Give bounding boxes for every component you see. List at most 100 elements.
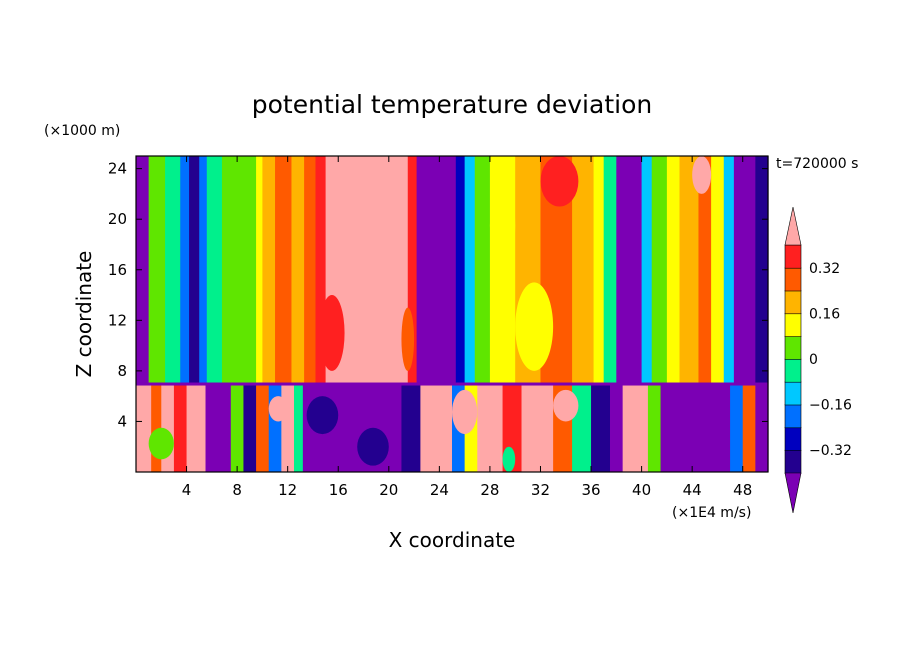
upper-band: [723, 156, 735, 384]
x-tick-label: 24: [430, 481, 449, 499]
upper-band: [593, 156, 605, 384]
y-axis-label: Z coordinate: [72, 251, 96, 378]
x-tick-label: 28: [480, 481, 499, 499]
upper-band: [291, 156, 305, 384]
x-tick-label: 8: [232, 481, 242, 499]
x-tick-label: 12: [278, 481, 297, 499]
upper-anomaly: [515, 282, 554, 371]
x-tick-label: 44: [683, 481, 702, 499]
colorbar-min-arrow: [784, 472, 802, 514]
colorbar-label: 0: [809, 352, 818, 368]
lower-anomaly: [148, 427, 174, 460]
y-tick-label: 12: [108, 311, 127, 329]
colorbar: −0.32 −0.16 0 0.16 0.32: [784, 206, 852, 514]
x-axis-label: X coordinate: [389, 528, 516, 552]
x-tick-label: 32: [531, 481, 550, 499]
lower-band: [294, 383, 304, 472]
lower-band: [647, 383, 662, 472]
upper-band: [603, 156, 617, 384]
lower-band: [136, 383, 152, 472]
lower-band: [256, 383, 270, 472]
upper-band: [136, 156, 150, 384]
colorbar-band: [784, 244, 802, 269]
upper-band: [651, 156, 668, 384]
upper-band: [262, 156, 276, 384]
lower-anomaly: [452, 389, 478, 435]
lower-band: [591, 383, 611, 472]
upper-band: [165, 156, 181, 384]
upper-band: [199, 156, 208, 384]
colorbar-band: [784, 381, 802, 406]
upper-band: [206, 156, 223, 384]
lower-band: [730, 383, 744, 472]
lower-anomaly: [357, 427, 389, 466]
upper-band: [616, 156, 643, 384]
contour-field: [136, 156, 769, 472]
colorbar-band: [784, 427, 802, 451]
upper-band: [755, 156, 769, 384]
upper-band: [679, 156, 700, 384]
lower-band: [660, 383, 731, 472]
lower-band: [243, 383, 257, 472]
lower-anomaly: [553, 389, 579, 422]
upper-anomaly: [401, 307, 415, 371]
upper-anomaly: [338, 156, 402, 296]
lower-band: [622, 383, 649, 472]
upper-band: [641, 156, 653, 384]
y-tick-label: 20: [108, 210, 127, 228]
upper-band: [464, 156, 476, 384]
upper-band: [474, 156, 491, 384]
upper-band: [666, 156, 681, 384]
upper-band: [221, 156, 257, 384]
upper-band: [180, 156, 190, 384]
lower-band: [610, 383, 624, 472]
colorbar-label: 0.32: [809, 261, 840, 277]
y-tick-label: 16: [108, 261, 127, 279]
lower-band: [420, 383, 453, 472]
lower-band: [151, 383, 162, 472]
upper-band: [733, 156, 756, 384]
y-axis: 4 8 12 16 20 24: [108, 160, 768, 430]
upper-band: [148, 156, 166, 384]
colorbar-band: [784, 290, 802, 315]
lower-band: [755, 383, 769, 472]
y-tick-label: 4: [117, 412, 127, 430]
upper-band: [256, 156, 263, 384]
upper-anomaly: [692, 156, 712, 194]
x-tick-label: 16: [329, 481, 348, 499]
upper-anomaly: [319, 295, 345, 371]
upper-anomaly: [540, 156, 579, 207]
boundary-layer-line: [136, 382, 768, 386]
lower-band: [477, 383, 504, 472]
colorbar-band: [784, 358, 802, 383]
upper-band: [572, 156, 595, 384]
x-axis-unit: (×1E4 m/s): [672, 505, 751, 521]
plot-frame: [135, 155, 769, 473]
upper-anomaly: [489, 181, 516, 270]
colorbar-band: [784, 449, 802, 474]
colorbar-label: −0.32: [809, 443, 852, 459]
upper-band: [711, 156, 725, 384]
upper-band: [275, 156, 293, 384]
time-label: t=720000 s: [776, 156, 858, 172]
y-tick-label: 8: [117, 362, 127, 380]
x-tick-label: 40: [632, 481, 651, 499]
lower-band: [521, 383, 554, 472]
colorbar-band: [784, 267, 802, 292]
upper-band: [189, 156, 200, 384]
colorbar-label: −0.16: [809, 398, 852, 414]
x-tick-label: 20: [379, 481, 398, 499]
colorbar-max-arrow: [784, 206, 802, 246]
upper-band: [698, 156, 712, 384]
lower-band: [186, 383, 207, 472]
lower-anomaly: [502, 446, 516, 472]
lower-anomaly: [268, 396, 288, 422]
lower-band: [230, 383, 245, 472]
lower-band: [205, 383, 232, 472]
x-tick-label: 48: [733, 481, 752, 499]
upper-band: [455, 156, 466, 384]
colorbar-label: 0.16: [809, 306, 840, 322]
lower-band: [401, 383, 421, 472]
colorbar-band: [784, 335, 802, 360]
